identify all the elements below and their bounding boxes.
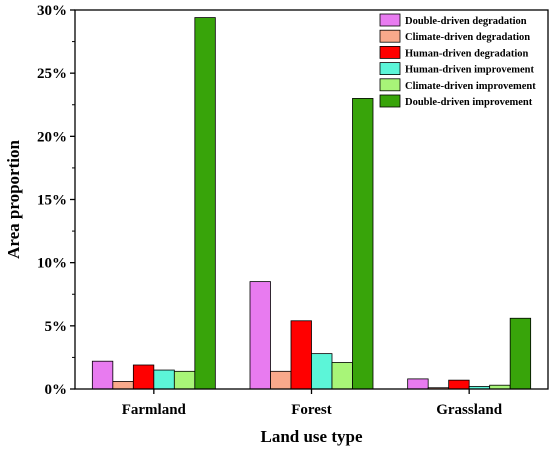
y-axis: 0% 5% 10% 15% 20% 25% 30% [37,3,75,398]
bar-forest-5 [352,98,374,390]
legend-swatch [379,29,401,43]
legend-label: Double-driven degradation [405,16,527,27]
bar-farmland-3 [153,369,175,390]
bar-forest-4 [331,362,353,390]
legend-swatch [379,78,401,92]
legend-swatch [379,46,401,59]
legend-swatch [379,13,401,27]
bar-farmland-5 [194,17,216,390]
x-axis-title: Land use type [260,427,362,446]
bar-farmland-0 [91,360,114,390]
bars-group [91,17,532,390]
y-tick-label: 20% [37,129,67,145]
y-tick-label: 5% [45,319,68,335]
legend-label: Human-driven degradation [405,48,529,59]
y-tick-label: 25% [37,66,67,82]
bar-forest-3 [311,353,333,390]
legend-label: Climate-driven degradation [405,32,530,43]
x-axis: Farmland Forest Grassland [122,389,503,418]
legend: Double-driven degradation Climate-driven … [379,13,536,108]
bar-forest-2 [290,320,312,390]
x-tick-label: Forest [291,402,332,418]
y-axis-title: Area proportion [4,140,23,259]
x-tick-label: Farmland [122,402,187,418]
bar-forest-1 [270,370,292,390]
legend-label: Climate-driven improvement [405,81,536,92]
y-tick-label: 15% [37,193,67,209]
x-tick-label: Grassland [436,402,503,418]
bar-farmland-4 [173,370,196,390]
legend-label: Double-driven improvement [405,97,533,108]
bar-farmland-2 [132,364,155,390]
y-tick-label: 0% [45,382,68,398]
y-tick-label: 10% [37,256,67,272]
bar-forest-0 [249,281,271,390]
legend-swatch [379,94,401,108]
bar-grassland-5 [509,317,532,390]
bar-grassland-2 [448,379,470,390]
bar-farmland-1 [112,381,134,390]
legend-swatch [379,62,401,75]
bar-grassland-0 [407,378,429,390]
y-tick-label: 30% [37,3,67,19]
legend-label: Human-driven improvement [405,65,535,76]
